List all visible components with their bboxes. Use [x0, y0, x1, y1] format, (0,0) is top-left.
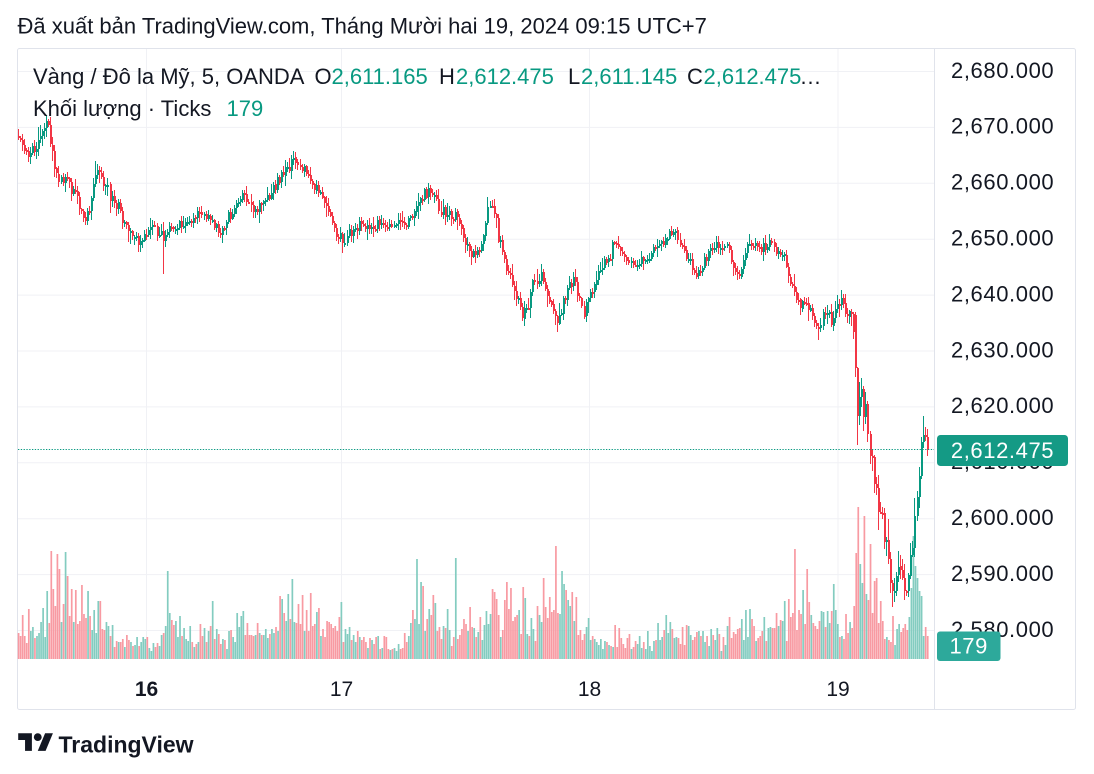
svg-text:2,680.000: 2,680.000 — [951, 58, 1054, 83]
svg-text:19: 19 — [826, 678, 849, 701]
svg-text:16: 16 — [135, 678, 158, 701]
svg-text:17: 17 — [330, 678, 353, 701]
svg-text:18: 18 — [578, 678, 601, 701]
svg-text:2,650.000: 2,650.000 — [951, 226, 1054, 251]
svg-text:2,670.000: 2,670.000 — [951, 114, 1054, 139]
svg-text:2,590.000: 2,590.000 — [951, 561, 1054, 586]
svg-text:Đã xuất bản TradingView.com, T: Đã xuất bản TradingView.com, Tháng Mười … — [18, 14, 707, 39]
svg-text:2,600.000: 2,600.000 — [951, 505, 1054, 530]
svg-text:2,612.475: 2,612.475 — [951, 438, 1054, 463]
svg-text:2,660.000: 2,660.000 — [951, 170, 1054, 195]
svg-text:2,620.000: 2,620.000 — [951, 393, 1054, 418]
svg-text:2,640.000: 2,640.000 — [951, 281, 1054, 306]
svg-text:2,630.000: 2,630.000 — [951, 337, 1054, 362]
svg-text:179: 179 — [949, 634, 988, 659]
svg-text:TradingView: TradingView — [59, 732, 194, 758]
